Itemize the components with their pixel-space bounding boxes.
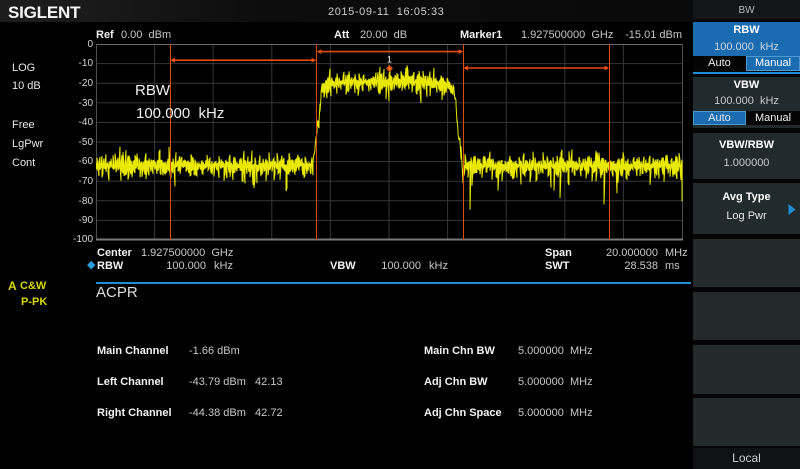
svg-text:1: 1 — [387, 55, 392, 65]
